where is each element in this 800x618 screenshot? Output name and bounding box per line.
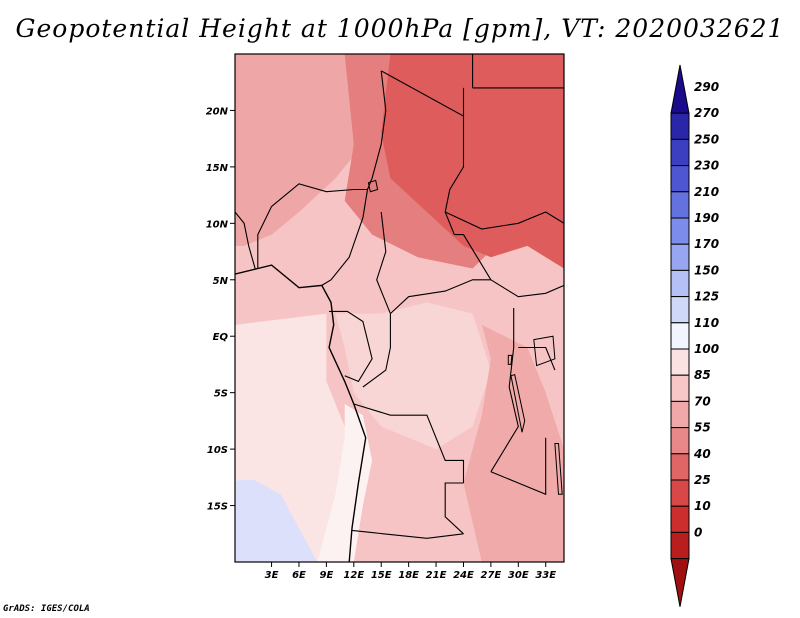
border-nigeria-north [271,183,368,207]
colorbar-segment [670,453,690,481]
field-region-congo-basin [335,302,491,450]
colorbar-label: 170 [694,237,719,251]
colorbar-label: 55 [694,421,711,435]
colorbar-label: 230 [694,159,719,173]
colorbar-segment [670,400,690,429]
colorbar-label: 270 [694,106,719,120]
colorbar-label: 250 [694,132,719,146]
colorbar-segment [670,243,690,271]
border-drc-angola [353,403,465,483]
colorbar-segment [670,505,690,533]
colorbar-segment [670,191,690,219]
lat-label: 5S [214,389,228,400]
colorbar-segment [670,138,690,167]
lake-tanganyika [510,373,526,433]
lat-label: 20N [206,106,229,117]
lat-label: 10N [206,219,229,230]
lat-label: EQ [213,332,229,343]
lon-label: 30E [508,570,529,581]
height-field [235,54,564,562]
border-drc-east [490,308,519,472]
colorbar-label: 10 [694,499,711,513]
border-sudan-ssudan [444,211,564,230]
chart-title: Geopotential Height at 1000hPa [gpm], VT… [15,14,785,43]
border-angola-zambia [444,482,464,535]
country-borders [235,54,564,562]
border-car-south [390,279,491,315]
lon-label: 6E [292,570,306,581]
footer-credit: GrADS: IGES/COLA [3,604,90,614]
lon-label: 18E [398,570,419,581]
border-gabon [329,310,373,383]
border-chad-sudan [444,116,465,235]
lake-kivu [507,354,513,365]
colorbar-segment [670,479,690,507]
colorbar-label: 40 [693,447,711,461]
colorbar-label: 0 [694,525,702,539]
border-congo-drc [362,313,391,388]
lat-label: 15N [206,163,229,174]
colorbar-label: 210 [694,185,719,199]
border-zambia-east [490,437,547,496]
border-ghana [235,211,256,269]
lon-label: 12E [343,570,364,581]
border-tanzania [518,346,556,371]
border-nigeria-cameroon [321,189,369,286]
lake-malawi [554,443,563,495]
lat-label: 10S [207,445,228,456]
lon-label: 27E [481,570,502,581]
border-ssudan-south [490,279,564,298]
lon-label: 3E [265,570,279,581]
colorbar-segment [670,112,690,140]
border-benin-togo [257,206,273,269]
border-cameroon-car [376,211,391,314]
colorbar-label: 25 [694,473,711,487]
colorbar-segment [670,64,690,114]
colorbar-segment [670,165,690,193]
lake-chad [367,179,379,193]
colorbar-segment [670,348,690,376]
border-car-sudan [454,234,492,281]
field-region-sudan-egypt [381,54,564,269]
colorbar-label: 70 [694,394,711,408]
lat-label: 15S [207,502,228,513]
colorbar-segment [670,531,690,560]
field-region-sahel [235,54,382,246]
latitude-axis: 20N 15N 10N 5N EQ 5S 10S 15S [206,106,235,513]
lon-label: 24E [453,570,474,581]
lon-label: 33E [535,570,556,581]
map-frame [234,53,565,563]
colorbar-label: 110 [694,316,719,330]
border-angola-namibia [351,529,464,539]
colorbar-segment [670,427,690,455]
colorbar-segment [670,322,690,350]
colorbar-segment [670,217,690,245]
colorbar-label: 85 [694,368,711,382]
lake-victoria [533,335,556,367]
field-region-east-africa [463,324,564,562]
colorbar: 2902702502302101901701501251101008570554… [670,64,719,607]
lat-label: 5N [213,276,229,287]
colorbar-segment [670,269,690,298]
colorbar-label: 290 [694,80,719,94]
field-region-coastal-angola [317,404,373,562]
field-region-south-atlantic [235,479,318,562]
colorbar-segment [670,296,690,324]
longitude-axis: 3E 6E 9E 12E 15E 18E 21E 24E 27E 30E 33E [265,562,556,581]
colorbar-label: 150 [694,263,719,277]
colorbar-label: 190 [694,211,719,225]
lon-label: 15E [371,570,392,581]
colorbar-segment [670,558,690,607]
colorbar-label: 100 [694,342,719,356]
lon-label: 21E [426,570,447,581]
colorbar-segment [670,374,690,402]
colorbar-label: 125 [694,290,719,304]
border-coastline [235,264,367,562]
lon-label: 9E [319,570,333,581]
